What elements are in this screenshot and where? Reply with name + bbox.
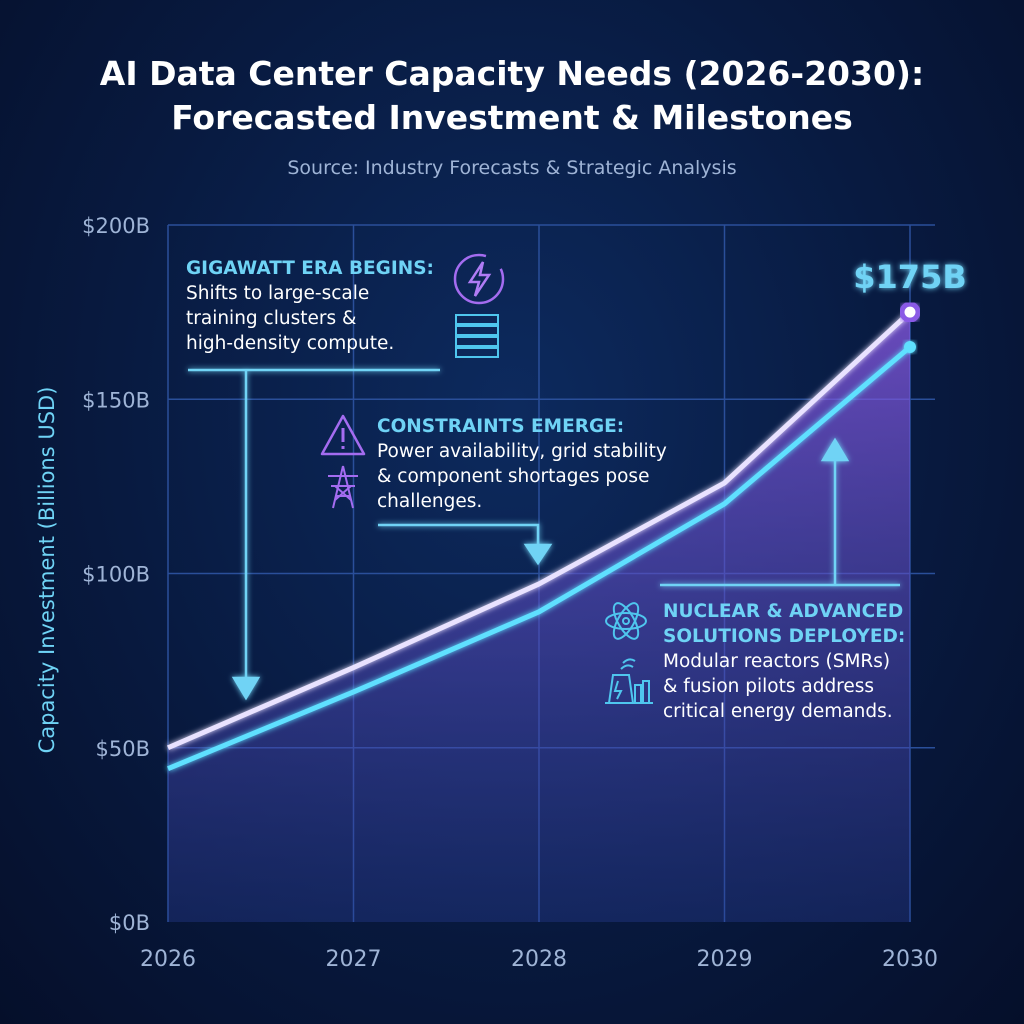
connector-constraints <box>378 523 540 545</box>
power-plant-icon <box>605 658 653 704</box>
annotation-gigawatt: GIGAWATT ERA BEGINS: Shifts to large-sca… <box>186 256 434 356</box>
arrowhead-gigawatt <box>231 676 261 701</box>
atom-icon <box>605 602 647 640</box>
connector-gigawatt <box>188 368 440 680</box>
x-tick-label: 2030 <box>882 947 938 972</box>
x-tick-label: 2027 <box>326 947 382 972</box>
power-tower-icon <box>328 465 358 509</box>
annotation-heading: CONSTRAINTS EMERGE: <box>377 416 625 437</box>
connector-nuclear <box>660 460 900 587</box>
x-tick-label: 2026 <box>140 947 196 972</box>
annotation-line: & component shortages pose <box>377 466 650 487</box>
x-tick-label: 2029 <box>697 947 753 972</box>
y-axis-label: Capacity Investment (Billions USD) <box>35 387 59 754</box>
warning-icon <box>320 414 366 456</box>
annotation-line: challenges. <box>377 491 483 512</box>
annotation-line: & fusion pilots address <box>663 676 875 697</box>
y-tick-label: $150B <box>82 388 150 412</box>
y-tick-label: $0B <box>109 911 150 935</box>
data-point <box>904 340 916 353</box>
annotation-line: Power availability, grid stability <box>377 441 667 462</box>
annotation-line: Modular reactors (SMRs) <box>663 651 891 672</box>
series-line-2 <box>167 345 912 771</box>
y-tick-label: $100B <box>82 563 150 587</box>
chart-subtitle: Source: Industry Forecasts & Strategic A… <box>287 157 737 179</box>
chart-title: AI Data Center Capacity Needs (2026-2030… <box>99 54 925 137</box>
y-tick-label: $50B <box>96 737 151 761</box>
annotation-line: training clusters & <box>186 308 357 329</box>
annotation-constraints: CONSTRAINTS EMERGE: Power availability, … <box>377 414 667 514</box>
x-tick-label: 2028 <box>511 947 567 972</box>
annotation-line: critical energy demands. <box>663 701 893 722</box>
annotation-line: high-density compute. <box>186 333 395 354</box>
area-fill <box>168 312 910 922</box>
annotation-heading: SOLUTIONS DEPLOYED: <box>663 626 906 647</box>
annotation-nuclear: NUCLEAR & ADVANCED SOLUTIONS DEPLOYED: M… <box>663 599 905 724</box>
arrowhead-constraints <box>523 543 553 566</box>
data-point <box>899 301 921 323</box>
data-label: $175B <box>853 258 966 296</box>
lightning-icon <box>453 253 505 305</box>
series-line-1 <box>167 310 912 751</box>
y-tick-label: $200B <box>82 214 150 238</box>
annotation-heading: NUCLEAR & ADVANCED <box>663 601 904 622</box>
arrowhead-nuclear <box>820 437 850 462</box>
server-rack-icon <box>455 314 499 358</box>
annotation-heading: GIGAWATT ERA BEGINS: <box>186 258 434 279</box>
annotation-line: Shifts to large-scale <box>186 283 370 304</box>
